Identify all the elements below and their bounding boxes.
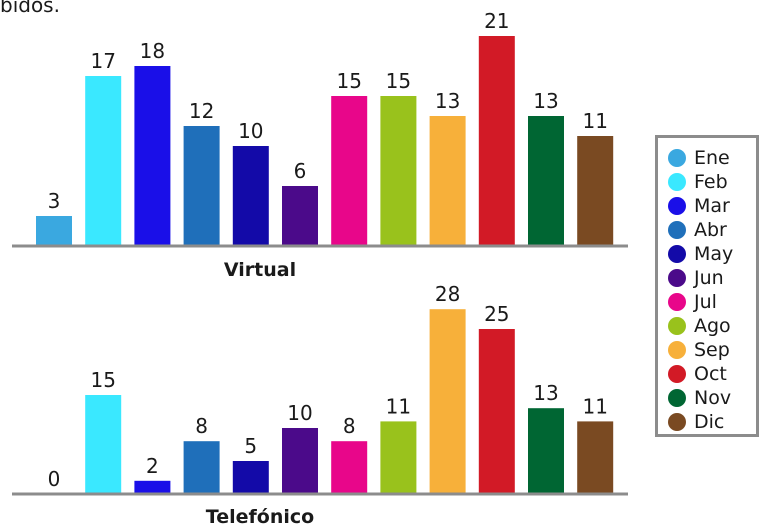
legend-swatch bbox=[668, 389, 686, 407]
legend-item-may: May bbox=[668, 242, 756, 266]
bar-sep bbox=[429, 309, 466, 494]
bar-oct bbox=[478, 329, 515, 494]
legend-swatch bbox=[668, 197, 686, 215]
legend-item-ene: Ene bbox=[668, 146, 756, 170]
bar-feb bbox=[85, 76, 122, 246]
data-label-jun: 6 bbox=[294, 159, 307, 183]
legend-item-mar: Mar bbox=[668, 194, 756, 218]
bar-nov bbox=[528, 408, 564, 494]
data-label-dic: 11 bbox=[582, 394, 607, 418]
legend-swatch bbox=[668, 149, 686, 167]
data-label-mar: 2 bbox=[146, 454, 159, 478]
legend-swatch bbox=[668, 221, 686, 239]
data-label-abr: 12 bbox=[189, 99, 214, 123]
legend-item-jul: Jul bbox=[668, 290, 756, 314]
data-label-dic: 11 bbox=[582, 109, 607, 133]
legend-label: Abr bbox=[694, 219, 727, 241]
legend-item-jun: Jun bbox=[668, 266, 756, 290]
bar-may bbox=[232, 461, 269, 494]
legend-swatch bbox=[668, 293, 686, 311]
legend-label: Jun bbox=[694, 267, 724, 289]
data-label-nov: 13 bbox=[533, 381, 558, 405]
legend-swatch bbox=[668, 365, 686, 383]
bar-jul bbox=[331, 96, 368, 246]
bar-ago bbox=[380, 421, 417, 494]
legend-item-oct: Oct bbox=[668, 362, 756, 386]
data-label-mar: 18 bbox=[140, 39, 165, 63]
legend-item-nov: Nov bbox=[668, 386, 756, 410]
data-label-abr: 8 bbox=[195, 414, 208, 438]
legend-label: Dic bbox=[694, 411, 725, 433]
legend-item-sep: Sep bbox=[668, 338, 756, 362]
legend-item-ago: Ago bbox=[668, 314, 756, 338]
data-label-jul: 15 bbox=[336, 69, 361, 93]
legend-label: Ago bbox=[694, 315, 731, 337]
bar-abr bbox=[183, 441, 220, 494]
bar-feb bbox=[85, 395, 122, 494]
bar-jun bbox=[282, 186, 318, 246]
legend-label: Feb bbox=[694, 171, 728, 193]
chart-title: Telefónico bbox=[206, 506, 314, 525]
data-label-may: 10 bbox=[238, 119, 263, 143]
legend-item-abr: Abr bbox=[668, 218, 756, 242]
data-label-oct: 25 bbox=[484, 302, 509, 326]
legend-label: May bbox=[694, 243, 734, 265]
bar-jun bbox=[282, 428, 318, 494]
bar-jul bbox=[331, 441, 368, 494]
legend-label: Ene bbox=[694, 147, 730, 169]
bar-ene bbox=[36, 216, 72, 246]
bar-oct bbox=[478, 36, 515, 246]
legend-label: Jul bbox=[694, 291, 717, 313]
data-label-nov: 13 bbox=[533, 89, 558, 113]
bar-dic bbox=[577, 136, 614, 246]
data-label-sep: 13 bbox=[435, 89, 460, 113]
legend-label: Mar bbox=[694, 195, 730, 217]
top-text-fragment: bidos. bbox=[0, 0, 60, 17]
data-label-jul: 8 bbox=[343, 414, 356, 438]
legend: Ene Feb Mar Abr May Jun Jul Ago Sep Oct Nov Dic bbox=[655, 135, 759, 437]
data-label-oct: 21 bbox=[484, 9, 509, 33]
data-label-ene: 0 bbox=[48, 467, 61, 491]
legend-swatch bbox=[668, 269, 686, 287]
legend-swatch bbox=[668, 245, 686, 263]
chart-title: Virtual bbox=[224, 259, 296, 281]
data-label-sep: 28 bbox=[435, 282, 460, 306]
bar-abr bbox=[183, 126, 220, 246]
legend-label: Oct bbox=[694, 363, 727, 385]
bar-sep bbox=[429, 116, 466, 246]
legend-item-dic: Dic bbox=[668, 410, 756, 434]
legend-label: Sep bbox=[694, 339, 730, 361]
bar-dic bbox=[577, 421, 614, 494]
data-label-feb: 15 bbox=[90, 368, 115, 392]
data-label-ago: 11 bbox=[386, 394, 411, 418]
bar-mar bbox=[134, 66, 171, 246]
bar-ago bbox=[380, 96, 417, 246]
legend-swatch bbox=[668, 317, 686, 335]
data-label-may: 5 bbox=[244, 434, 257, 458]
legend-label: Nov bbox=[694, 387, 732, 409]
data-label-jun: 10 bbox=[287, 401, 312, 425]
bar-nov bbox=[528, 116, 564, 246]
data-label-feb: 17 bbox=[90, 49, 115, 73]
data-label-ago: 15 bbox=[386, 69, 411, 93]
legend-swatch bbox=[668, 173, 686, 191]
bar-mar bbox=[134, 480, 171, 494]
legend-item-feb: Feb bbox=[668, 170, 756, 194]
legend-swatch bbox=[668, 413, 686, 431]
data-label-ene: 3 bbox=[48, 189, 61, 213]
legend-swatch bbox=[668, 341, 686, 359]
chart-virtual: 3 17 18 12 10 6 15 15 13 21 13 11 Virtual bbox=[12, 9, 628, 281]
bar-may bbox=[232, 146, 269, 246]
